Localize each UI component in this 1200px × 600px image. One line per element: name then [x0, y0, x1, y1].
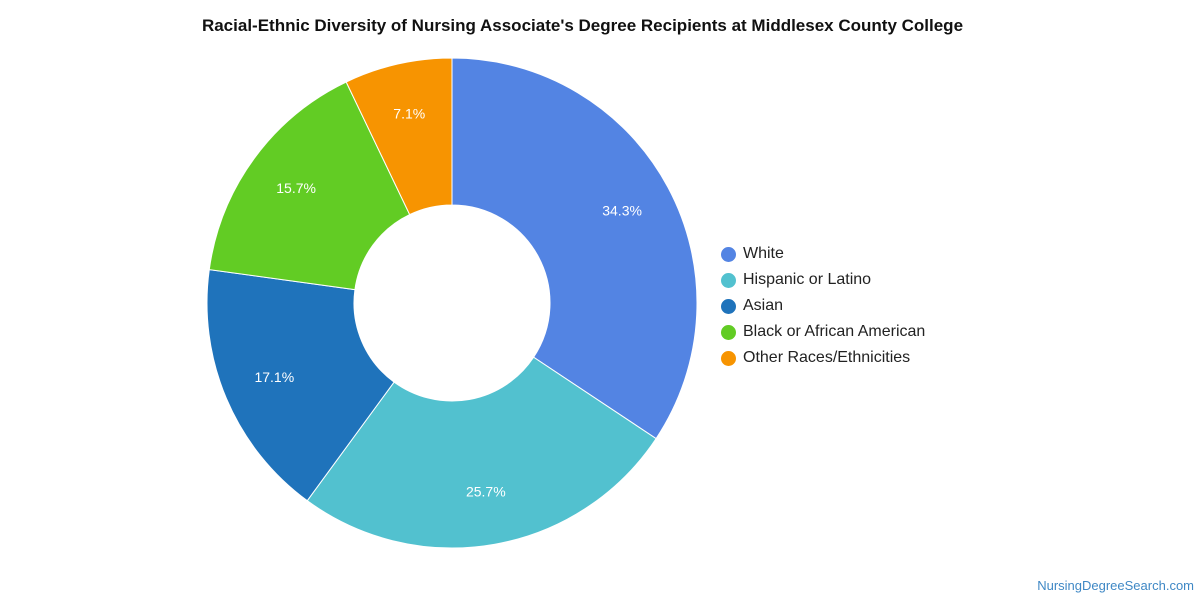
- slice-label-white: 34.3%: [602, 203, 642, 219]
- legend-swatch-hispanic-or-latino: [721, 272, 736, 288]
- legend-swatch-asian: [721, 298, 736, 314]
- legend-label-other-races-ethnicities: Other Races/Ethnicities: [743, 349, 911, 366]
- legend-label-white: White: [743, 245, 784, 262]
- slice-label-black-or-african-american: 15.7%: [276, 180, 316, 196]
- slice-asian[interactable]: [206, 269, 395, 502]
- chart-title: Racial-Ethnic Diversity of Nursing Assoc…: [201, 16, 964, 35]
- slice-label-other-races-ethnicities: 7.1%: [393, 105, 425, 121]
- chart-legend: White Hispanic or Latino Asian Black or …: [721, 241, 925, 371]
- legend-label-black-or-african-american: Black or African American: [743, 323, 926, 340]
- slice-label-asian: 17.1%: [254, 369, 294, 385]
- legend-swatch-other-races-ethnicities: [721, 350, 736, 366]
- slice-hispanic-or-latino[interactable]: [306, 356, 657, 549]
- legend-item-asian[interactable]: Asian: [721, 293, 925, 319]
- legend-item-hispanic-or-latino[interactable]: Hispanic or Latino: [721, 267, 925, 293]
- legend-swatch-black-or-african-american: [721, 324, 736, 340]
- slice-black-or-african-american[interactable]: [208, 81, 411, 291]
- slice-label-hispanic-or-latino: 25.7%: [466, 484, 506, 500]
- source-credit-link[interactable]: NursingDegreeSearch.com: [1037, 578, 1194, 593]
- legend-item-other-races-ethnicities[interactable]: Other Races/Ethnicities: [721, 345, 925, 371]
- legend-item-black-or-african-american[interactable]: Black or African American: [721, 319, 925, 345]
- slice-white[interactable]: [451, 57, 698, 440]
- legend-item-white[interactable]: White: [721, 241, 925, 267]
- slice-other-races-ethnicities[interactable]: [345, 57, 453, 216]
- legend-label-hispanic-or-latino: Hispanic or Latino: [743, 271, 872, 288]
- legend-label-asian: Asian: [743, 297, 784, 314]
- legend-swatch-white: [721, 246, 736, 262]
